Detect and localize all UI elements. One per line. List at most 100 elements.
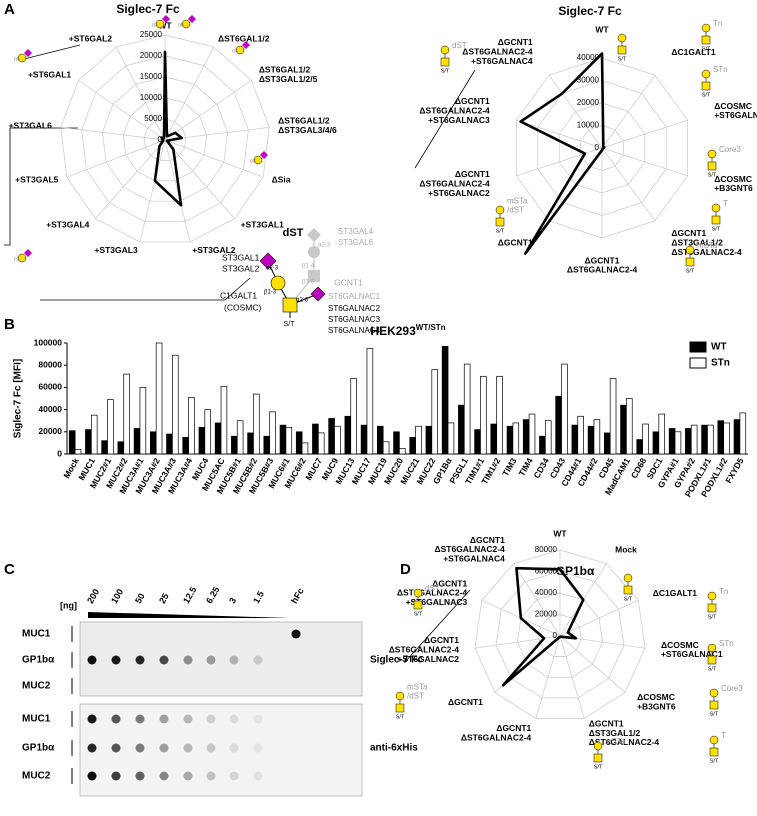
bar bbox=[301, 442, 309, 455]
bar bbox=[101, 440, 108, 455]
spoke bbox=[601, 147, 688, 177]
x-tick-label: TIM3 bbox=[500, 456, 518, 478]
icon-galnac bbox=[707, 655, 717, 665]
icon-galnac bbox=[593, 753, 603, 763]
icon-site: S/T bbox=[710, 758, 719, 764]
diagram-label: ST3GAL2 bbox=[222, 263, 260, 273]
spoke bbox=[164, 139, 191, 243]
dot bbox=[183, 655, 193, 665]
icon-site: S/T bbox=[708, 666, 717, 672]
row-label: MUC1 bbox=[22, 714, 51, 725]
bar bbox=[393, 431, 400, 455]
radial-tick-label: 10000 bbox=[140, 93, 163, 102]
category-label: ΔGCNT1 bbox=[498, 238, 533, 248]
bar bbox=[74, 449, 82, 455]
category-label: +ST6GAL1 bbox=[28, 69, 71, 79]
dot bbox=[206, 714, 216, 724]
bar bbox=[366, 348, 374, 455]
bar bbox=[723, 422, 730, 455]
bar bbox=[188, 397, 195, 455]
dot bbox=[111, 743, 121, 753]
y-tick-label: 80000 bbox=[38, 359, 62, 369]
dot bbox=[229, 771, 239, 781]
icon-label: T bbox=[721, 731, 726, 740]
icon-galnac bbox=[685, 257, 695, 267]
radial-tick-label: 20000 bbox=[577, 98, 600, 107]
icon-gal bbox=[617, 33, 627, 43]
bar bbox=[409, 437, 416, 455]
bar bbox=[139, 387, 147, 455]
icon-gal bbox=[181, 19, 191, 29]
icon-gal bbox=[709, 688, 719, 698]
category-label: +ST3GAL5 bbox=[15, 175, 58, 185]
dot bbox=[159, 771, 169, 781]
category-label: ΔGCNT1 ΔST6GALNAC2-4 +ST6GALNAC2 bbox=[389, 635, 460, 664]
row-label: GP1bα bbox=[22, 743, 55, 754]
bar bbox=[247, 432, 254, 455]
category-label: Mock bbox=[615, 544, 637, 554]
bar bbox=[458, 404, 465, 455]
icon-linkage: α6 bbox=[178, 22, 184, 28]
bar bbox=[506, 425, 514, 455]
bar bbox=[463, 363, 471, 455]
category-label: ΔCOSMC +B3GNT6 bbox=[714, 174, 753, 193]
probe-label: Siglec-7 Fc bbox=[370, 655, 423, 666]
bar bbox=[620, 404, 627, 455]
icon-linkage: α3 bbox=[250, 158, 256, 164]
icon-label: mSTa bbox=[605, 737, 626, 746]
diagram-label: dST bbox=[283, 227, 304, 239]
bar bbox=[204, 409, 212, 455]
bar bbox=[707, 424, 714, 455]
category-label: ΔST6GAL1/2 bbox=[218, 33, 270, 43]
icon-gal bbox=[707, 149, 717, 159]
radar-line bbox=[153, 50, 183, 207]
bar bbox=[317, 432, 325, 455]
icon-label: Core3 bbox=[719, 145, 741, 154]
category-label: ΔGCNT1 ΔST3GAL1/2 ΔST6GALNAC2-4 bbox=[589, 719, 660, 748]
spoke bbox=[66, 139, 166, 178]
icon-label: T bbox=[723, 199, 728, 208]
spoke bbox=[115, 46, 166, 141]
legend-swatch bbox=[689, 341, 707, 353]
icon-gal bbox=[440, 45, 450, 55]
panel-letter: A bbox=[4, 1, 15, 18]
bar bbox=[512, 422, 520, 455]
y-tick-label: 60000 bbox=[38, 382, 62, 392]
bar bbox=[182, 437, 189, 455]
bar bbox=[539, 435, 546, 455]
radial-tick-label: 0 bbox=[553, 631, 558, 640]
spoke bbox=[513, 563, 561, 637]
icon-galnac bbox=[701, 35, 711, 45]
icon-galnac bbox=[495, 217, 505, 227]
icon-gal bbox=[711, 203, 721, 213]
diagram-label: β1-4 bbox=[302, 264, 315, 270]
bar bbox=[117, 441, 125, 455]
diagram-label: ST3GAL1 bbox=[222, 252, 260, 262]
icon-galnac bbox=[395, 703, 405, 713]
bar bbox=[674, 431, 682, 455]
dot bbox=[253, 771, 263, 781]
bar bbox=[263, 435, 271, 455]
diagram-label: ST6GALNAC4 bbox=[328, 326, 381, 335]
diagram-label: (COSMC) bbox=[224, 302, 261, 312]
grid-ring bbox=[474, 549, 646, 719]
title-sup: WT/STn bbox=[416, 323, 446, 332]
radial-tick-label: 30000 bbox=[577, 76, 600, 85]
icon-label: Core3 bbox=[721, 684, 743, 693]
diagram-label: ST3GAL4 bbox=[338, 227, 374, 236]
dot bbox=[229, 714, 239, 724]
dot bbox=[206, 655, 216, 665]
dot bbox=[87, 743, 97, 753]
category-label: ΔGCNT1 ΔST6GALNAC2-4 +ST6GALNAC4 bbox=[462, 37, 533, 66]
bar bbox=[220, 385, 228, 455]
icon-galnac bbox=[709, 747, 719, 757]
icon-galnac bbox=[707, 603, 717, 613]
category-label: +ST3GAL2 bbox=[192, 245, 235, 255]
bar bbox=[603, 432, 611, 455]
grid-ring bbox=[122, 97, 208, 182]
radial-tick-label: 20000 bbox=[535, 610, 558, 619]
dot bbox=[111, 655, 121, 665]
row-label: MUC1 bbox=[22, 629, 51, 640]
bar bbox=[555, 395, 562, 455]
icon-galnac bbox=[701, 81, 711, 91]
